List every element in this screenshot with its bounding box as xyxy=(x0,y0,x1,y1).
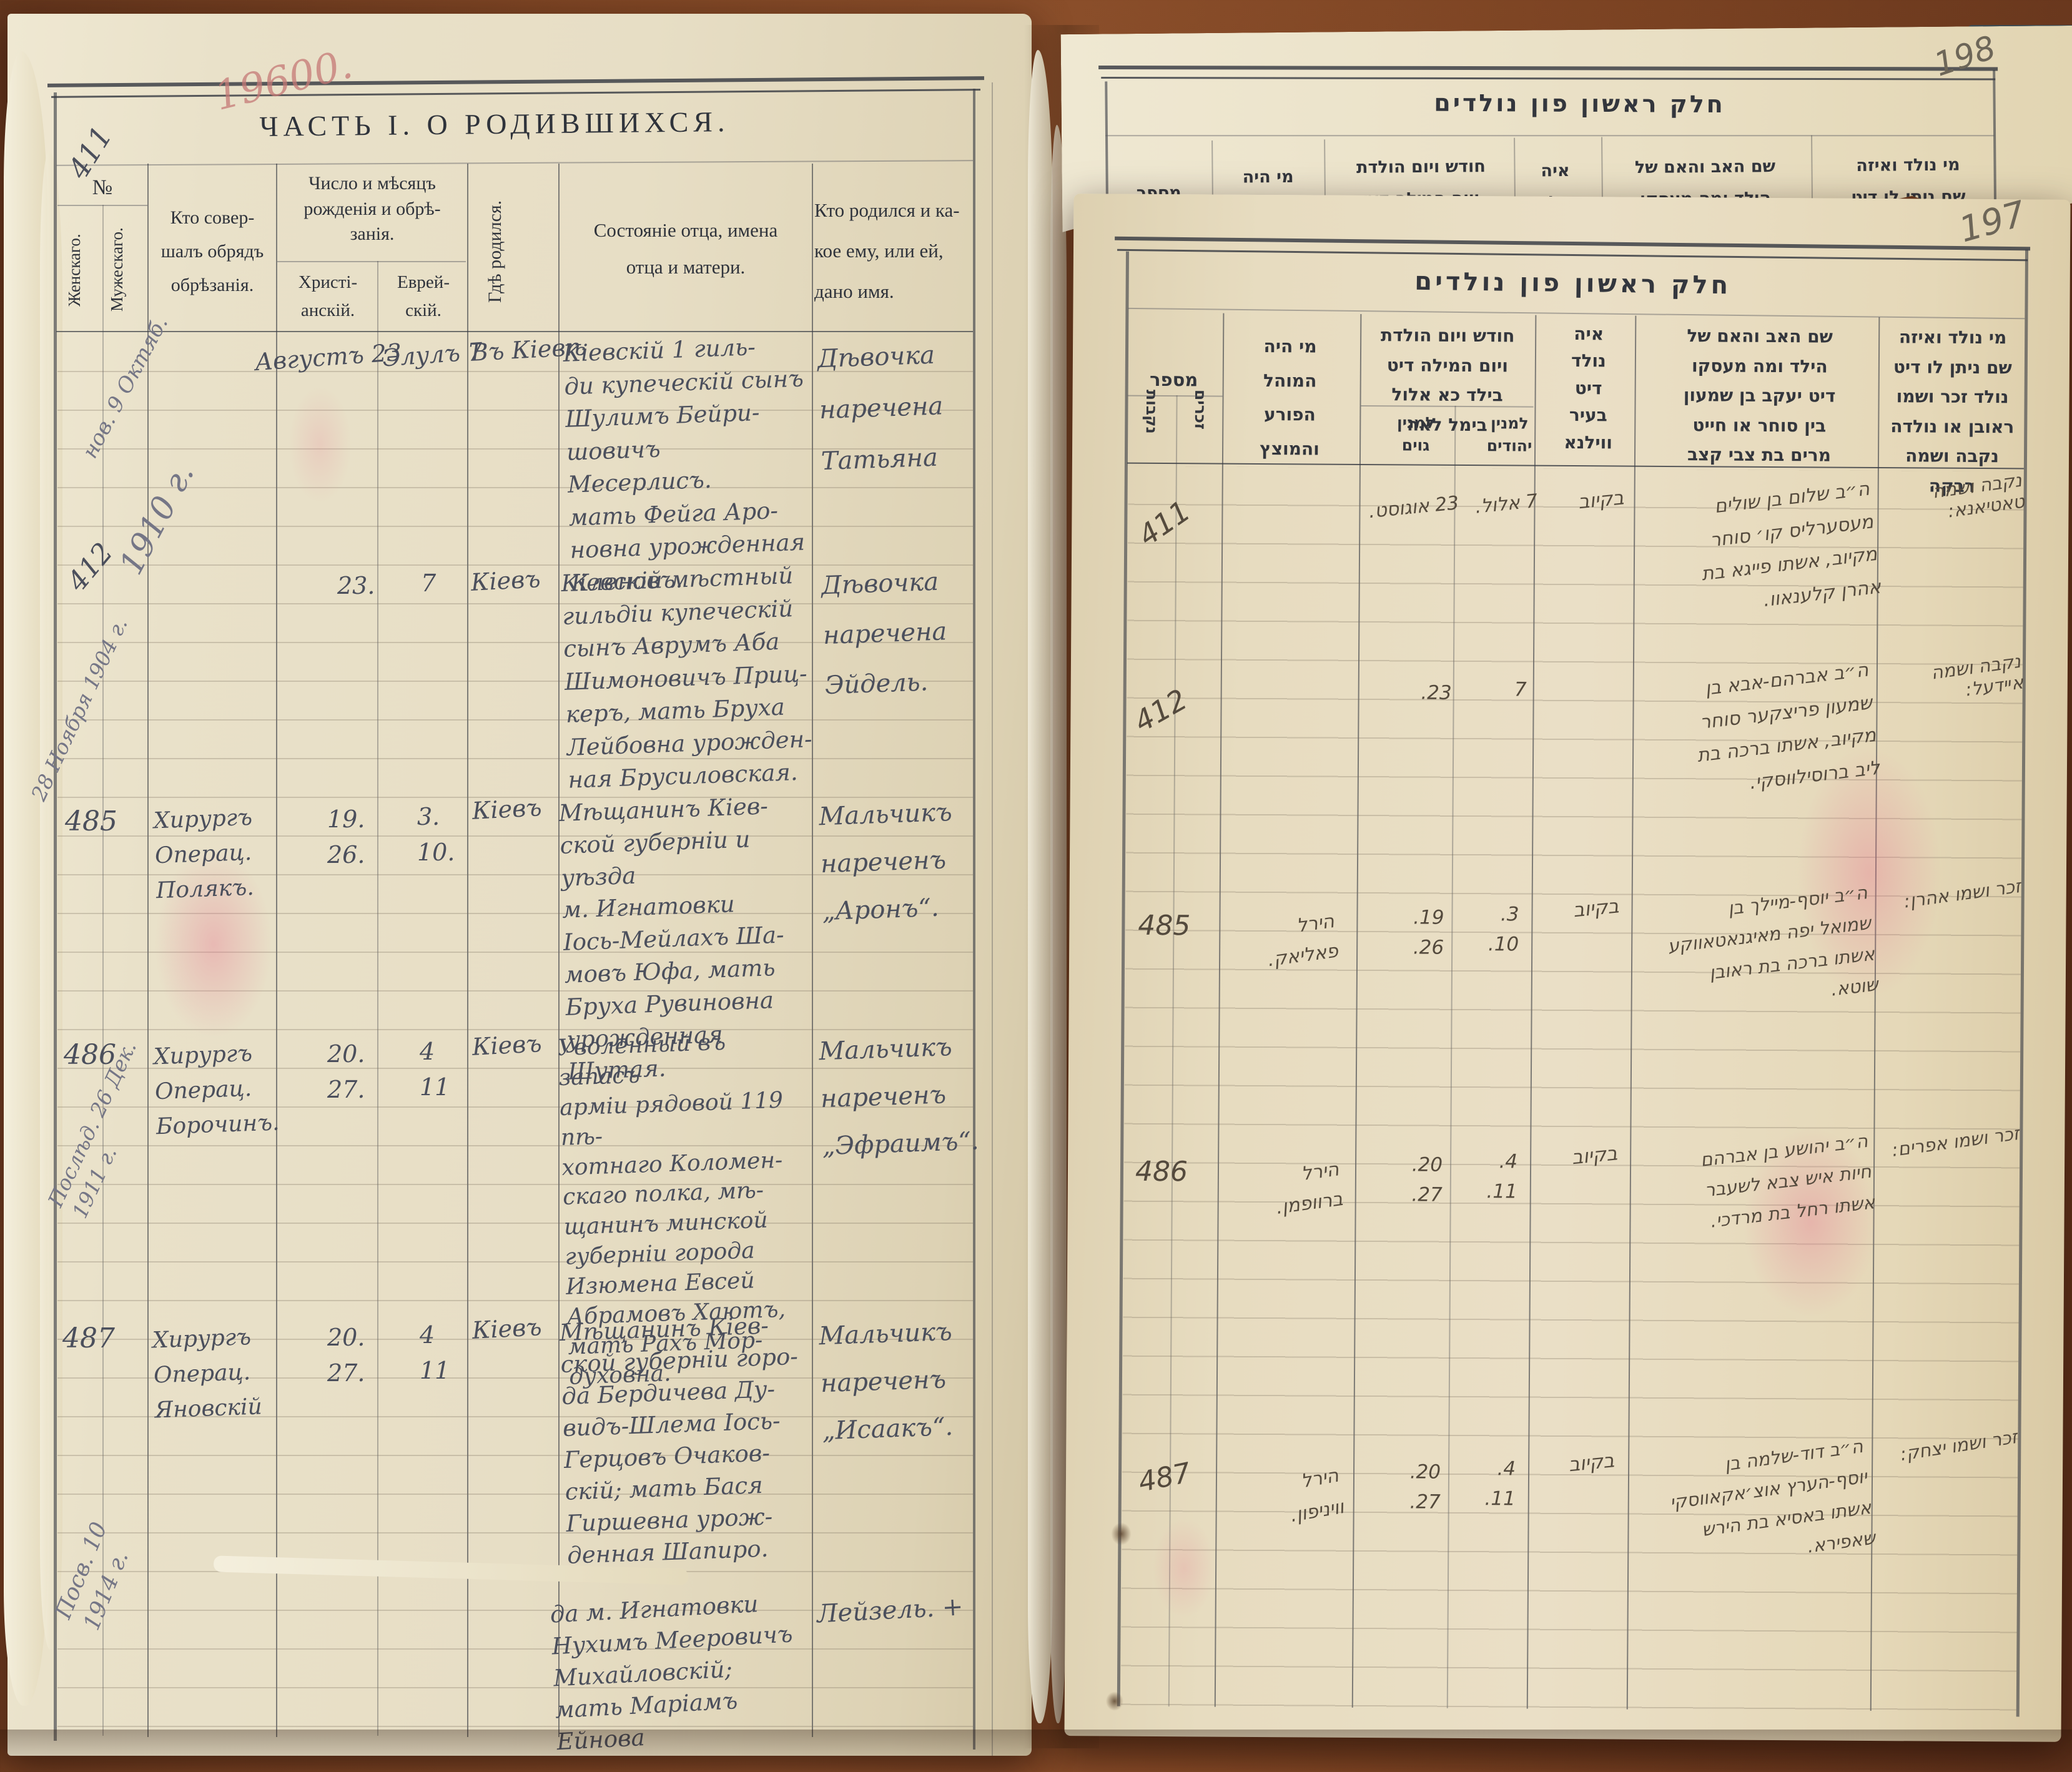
col-line xyxy=(276,164,277,1737)
child-record: Мальчикъ нареченъ „Исаакъ“. xyxy=(818,1317,954,1446)
performer-value: Хирургъ Операц. Борочинъ. xyxy=(153,1040,280,1139)
pink-stain xyxy=(132,813,295,1075)
ink-blot xyxy=(1107,1517,1136,1550)
table-frame xyxy=(54,92,57,1741)
col-header-males: זכרים xyxy=(1191,389,1210,430)
table-frame xyxy=(1117,249,2028,262)
header-rule xyxy=(56,160,973,166)
date-jewish-value: 7 xyxy=(1514,678,1527,701)
date-christian-value: 20. 27. xyxy=(327,1040,365,1103)
col-header-date-jewish: Еврей- скій. xyxy=(397,272,450,320)
col-header-no: № xyxy=(92,176,113,199)
date-christian-value: 19. 26. xyxy=(1413,906,1444,959)
col-header-parents: שם האב והאם של הילד ומה מעסקו דיט יעקב ב… xyxy=(1683,325,1836,466)
col-line xyxy=(377,261,378,1736)
header-rule xyxy=(1128,307,2025,320)
table-frame xyxy=(973,89,975,1750)
col-header-male: Мужескаго. xyxy=(107,227,126,312)
col-header-females: נקבות xyxy=(1142,390,1162,434)
torn-edge-strip xyxy=(40,151,62,1650)
gutter-page-edges xyxy=(1050,125,1067,1723)
table-frame xyxy=(1098,66,1998,71)
col-header-child: Кто родился и ка- кое ему, или ей, дано … xyxy=(814,199,960,303)
header-rule xyxy=(56,331,973,332)
page-title: ЧАСТЬ I. О РОДИВШИХСЯ. xyxy=(259,106,730,142)
date-christian-value: 19. 26. xyxy=(327,805,365,869)
col-header-mohel: מי היה המוהל הפורע והמוצץ xyxy=(1260,336,1320,460)
date-christian-value: 20. 27. xyxy=(327,1324,365,1387)
date-jewish-value: 3. 10. xyxy=(1487,903,1519,956)
entry-number: 486 xyxy=(64,1039,116,1071)
page-number-handwriting: 198 xyxy=(1930,29,2001,84)
table-frame xyxy=(1115,236,2031,251)
entry-number: 485 xyxy=(65,805,117,837)
col-header-date-christian: Христі- анскій. xyxy=(298,272,358,320)
table-frame xyxy=(1101,77,1995,80)
father-record: Кіевскій мѣстный гильдіи купеческій сынъ… xyxy=(560,562,813,794)
date-jewish-value: 4 11 xyxy=(420,1321,450,1384)
col-header-performer: Кто совер- шалъ обрядъ обрѣзанія. xyxy=(160,207,264,295)
table-frame xyxy=(47,76,985,87)
col-line xyxy=(467,164,468,1737)
birthplace-value: Кіевъ xyxy=(471,1030,543,1061)
date-christian-value: 20. 27. xyxy=(1411,1153,1443,1206)
date-jewish-value: 7 xyxy=(421,569,437,597)
gutter-page-edges xyxy=(1028,50,1053,1723)
inventory-number-handwriting: 19600. xyxy=(210,41,357,120)
ink-blot xyxy=(1102,1687,1127,1715)
entry-number: 486 xyxy=(1135,1155,1188,1188)
col-header-place: Гдѣ родился. xyxy=(485,200,505,303)
date-christian-value: 23. xyxy=(1421,681,1452,704)
page-bottom-shadow xyxy=(0,1730,2072,1772)
col-line xyxy=(558,164,560,1737)
pink-stain xyxy=(276,363,363,526)
torn-page-title: חלק ראשון פון נולדים xyxy=(1434,89,1725,119)
birthplace-value: Кіевъ xyxy=(471,1313,543,1344)
date-christian-value: 23. xyxy=(337,572,375,599)
dates-subheader-rule xyxy=(277,261,466,262)
ruled-lines xyxy=(57,333,973,1736)
col-header-dates-christian: למנין גוים xyxy=(1396,413,1435,455)
father-record: ה״ב אברהם-אבא בן שמעון פריצקער סוחר מקיו… xyxy=(1695,659,1882,794)
page-title: חלק ראשון פון נולדים xyxy=(1414,267,1732,300)
child-record: Дѣвочка наречена Татьяна xyxy=(817,340,944,476)
col-header-female: Женскаго. xyxy=(65,234,84,307)
father-record: Мѣщанинъ Кіев- ской губерніи горо- да Бе… xyxy=(559,1312,799,1570)
col-line xyxy=(812,164,813,1737)
date-jewish-value: 3. 10. xyxy=(417,803,455,866)
col-header-dates-jewish: למנין יהודים xyxy=(1486,414,1532,455)
performer-value: Хирургъ Операц. Яновскій xyxy=(152,1324,263,1424)
table-frame xyxy=(992,82,993,1756)
date-jewish-value: 4. 11. xyxy=(1484,1457,1516,1510)
number-subheader-rule xyxy=(1127,395,1223,397)
father-record: ה״ב שלום בן שולים מעסערליס קו׳ סוחר מקיו… xyxy=(1700,478,1882,611)
col-header-place: איה נולד דיט בעיר ווילנא xyxy=(1564,323,1612,453)
col-header-dates: Число и мѣсяцъ рожденія и обрѣ- занія. xyxy=(303,173,441,244)
father-record: Кіевскій 1 гиль- ди купеческій сынъ Шули… xyxy=(562,333,806,597)
entry-number: 487 xyxy=(62,1322,115,1354)
col-header-father: Состояніе отца, имена отца и матери. xyxy=(593,219,778,278)
table-frame xyxy=(51,89,980,98)
page-number-handwriting: 197 xyxy=(1955,193,2030,251)
performer-value: Хирургъ Операц. Полякъ. xyxy=(153,804,255,903)
left-page: ЧАСТЬ I. О РОДИВШИХСЯ. 19600. № Женскаго… xyxy=(4,14,1032,1756)
torn-col-mohel: מי היה xyxy=(1242,167,1294,187)
date-jewish-value: 4 11 xyxy=(420,1038,450,1101)
birthplace-value: Кіевъ xyxy=(471,794,543,825)
date-jewish-value: 4. 11. xyxy=(1486,1150,1518,1203)
child-record: Дѣвочка наречена Эйдель. xyxy=(821,567,947,701)
col-line xyxy=(147,164,149,1737)
child-record: Мальчикъ нареченъ „Эфраимъ“. xyxy=(818,1032,980,1161)
no-subheader-rule xyxy=(57,205,147,206)
right-page: 197 חלק ראשון פון נולדים מספר זכרים נקבו… xyxy=(1064,193,2071,1742)
date-christian-value: 20. 27. xyxy=(1409,1460,1441,1514)
entry-number: 485 xyxy=(1138,909,1191,942)
birthplace-value: Кіевъ xyxy=(470,565,541,596)
header-rule xyxy=(1105,135,1995,136)
col-line xyxy=(102,205,104,1736)
entry-number: 411 xyxy=(61,120,119,185)
pink-stain xyxy=(1140,1499,1228,1637)
child-record: Мальчикъ нареченъ „Аронъ“. xyxy=(818,797,953,927)
